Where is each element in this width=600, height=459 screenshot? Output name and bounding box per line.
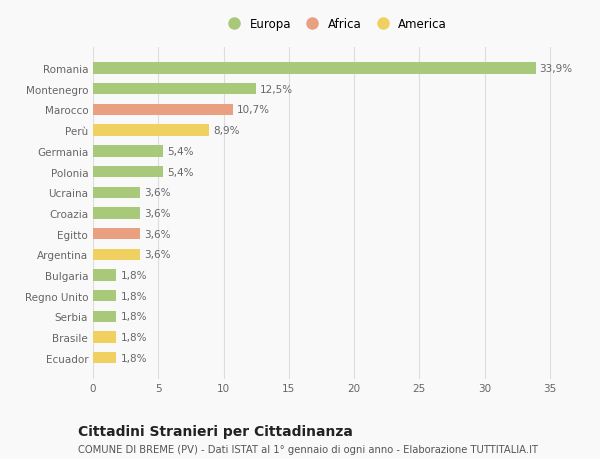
Text: 3,6%: 3,6% [144,208,170,218]
Bar [93,311,116,322]
Bar [93,63,536,74]
Text: 1,8%: 1,8% [121,291,147,301]
Legend: Europa, Africa, America: Europa, Africa, America [223,18,446,31]
Bar [93,187,140,198]
Text: 1,8%: 1,8% [121,270,147,280]
Text: 33,9%: 33,9% [539,64,572,74]
Text: 5,4%: 5,4% [167,146,194,157]
Bar [93,291,116,302]
Bar [93,84,256,95]
Text: 8,9%: 8,9% [213,126,239,136]
Bar [93,332,116,343]
Bar [93,249,140,260]
Bar [93,229,140,240]
Bar [93,146,163,157]
Text: 1,8%: 1,8% [121,353,147,363]
Bar [93,208,140,219]
Bar [93,125,209,136]
Text: 12,5%: 12,5% [260,84,293,95]
Text: COMUNE DI BREME (PV) - Dati ISTAT al 1° gennaio di ogni anno - Elaborazione TUTT: COMUNE DI BREME (PV) - Dati ISTAT al 1° … [78,444,538,454]
Bar [93,105,233,116]
Text: 5,4%: 5,4% [167,167,194,177]
Text: 3,6%: 3,6% [144,250,170,260]
Bar [93,270,116,281]
Bar [93,353,116,364]
Bar [93,167,163,178]
Text: 1,8%: 1,8% [121,312,147,322]
Text: 3,6%: 3,6% [144,188,170,198]
Text: Cittadini Stranieri per Cittadinanza: Cittadini Stranieri per Cittadinanza [78,425,353,438]
Text: 10,7%: 10,7% [236,105,269,115]
Text: 1,8%: 1,8% [121,332,147,342]
Text: 3,6%: 3,6% [144,229,170,239]
